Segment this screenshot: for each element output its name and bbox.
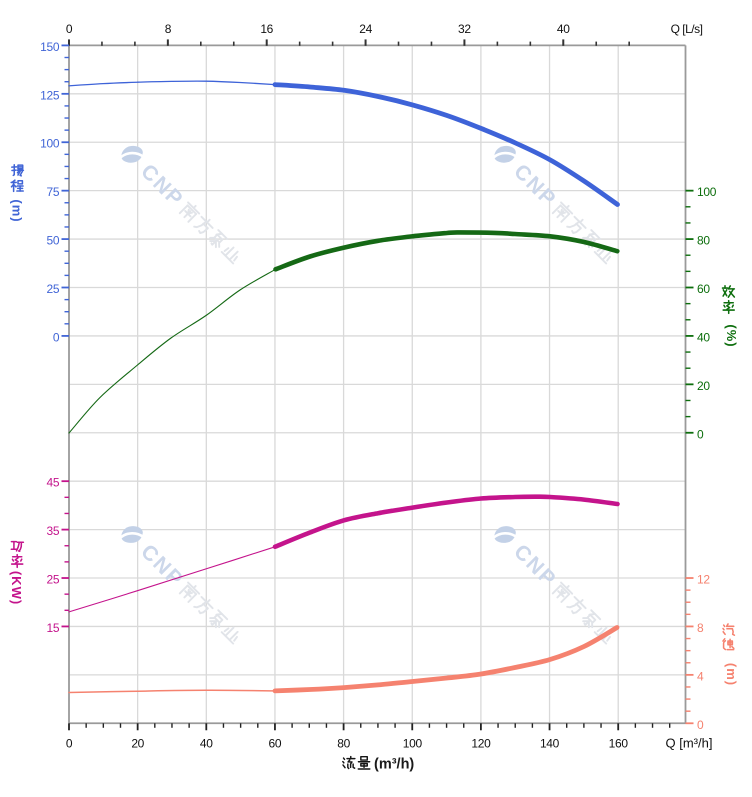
svg-text:140: 140 — [540, 736, 560, 750]
svg-text:0: 0 — [66, 736, 73, 750]
svg-text:(KW): (KW) — [9, 571, 24, 605]
svg-text:0: 0 — [53, 330, 60, 344]
svg-text:25: 25 — [47, 282, 60, 296]
svg-text:CNP: CNP — [509, 540, 561, 592]
svg-text:CNP: CNP — [509, 160, 561, 212]
svg-text:Q [L/s]: Q [L/s] — [671, 22, 703, 36]
svg-text:16: 16 — [260, 22, 273, 36]
svg-text:40: 40 — [697, 330, 710, 344]
svg-text:(%): (%) — [724, 324, 739, 347]
svg-text:Q [m³/h]: Q [m³/h] — [666, 736, 713, 751]
svg-text:60: 60 — [697, 282, 710, 296]
svg-text:160: 160 — [609, 736, 629, 750]
svg-text:15: 15 — [47, 621, 60, 635]
svg-text:(m³/h): (m³/h) — [374, 757, 414, 773]
svg-text:120: 120 — [471, 736, 491, 750]
svg-text:40: 40 — [200, 736, 213, 750]
svg-text:12: 12 — [697, 573, 710, 587]
svg-text:8: 8 — [697, 621, 704, 635]
svg-text:80: 80 — [337, 736, 350, 750]
svg-text:100: 100 — [697, 185, 717, 199]
svg-text:20: 20 — [131, 736, 144, 750]
svg-text:100: 100 — [40, 137, 60, 151]
svg-text:40: 40 — [557, 22, 570, 36]
svg-text:25: 25 — [47, 573, 60, 587]
svg-text:24: 24 — [359, 22, 372, 36]
svg-text:35: 35 — [47, 524, 60, 538]
svg-text:(m): (m) — [9, 199, 24, 222]
svg-text:CNP: CNP — [136, 540, 188, 592]
svg-text:0: 0 — [697, 427, 704, 441]
svg-text:0: 0 — [66, 22, 73, 36]
svg-text:75: 75 — [47, 185, 60, 199]
svg-text:50: 50 — [47, 234, 60, 248]
svg-text:60: 60 — [269, 736, 282, 750]
svg-text:CNP: CNP — [136, 160, 188, 212]
svg-text:125: 125 — [40, 88, 60, 102]
svg-text:(m): (m) — [724, 663, 739, 686]
svg-text:32: 32 — [458, 22, 471, 36]
svg-text:8: 8 — [165, 22, 172, 36]
svg-text:45: 45 — [47, 476, 60, 490]
svg-text:20: 20 — [697, 379, 710, 393]
svg-text:150: 150 — [40, 40, 60, 54]
svg-text:100: 100 — [403, 736, 423, 750]
svg-text:80: 80 — [697, 234, 710, 248]
svg-text:0: 0 — [697, 718, 704, 732]
svg-text:4: 4 — [697, 669, 704, 683]
